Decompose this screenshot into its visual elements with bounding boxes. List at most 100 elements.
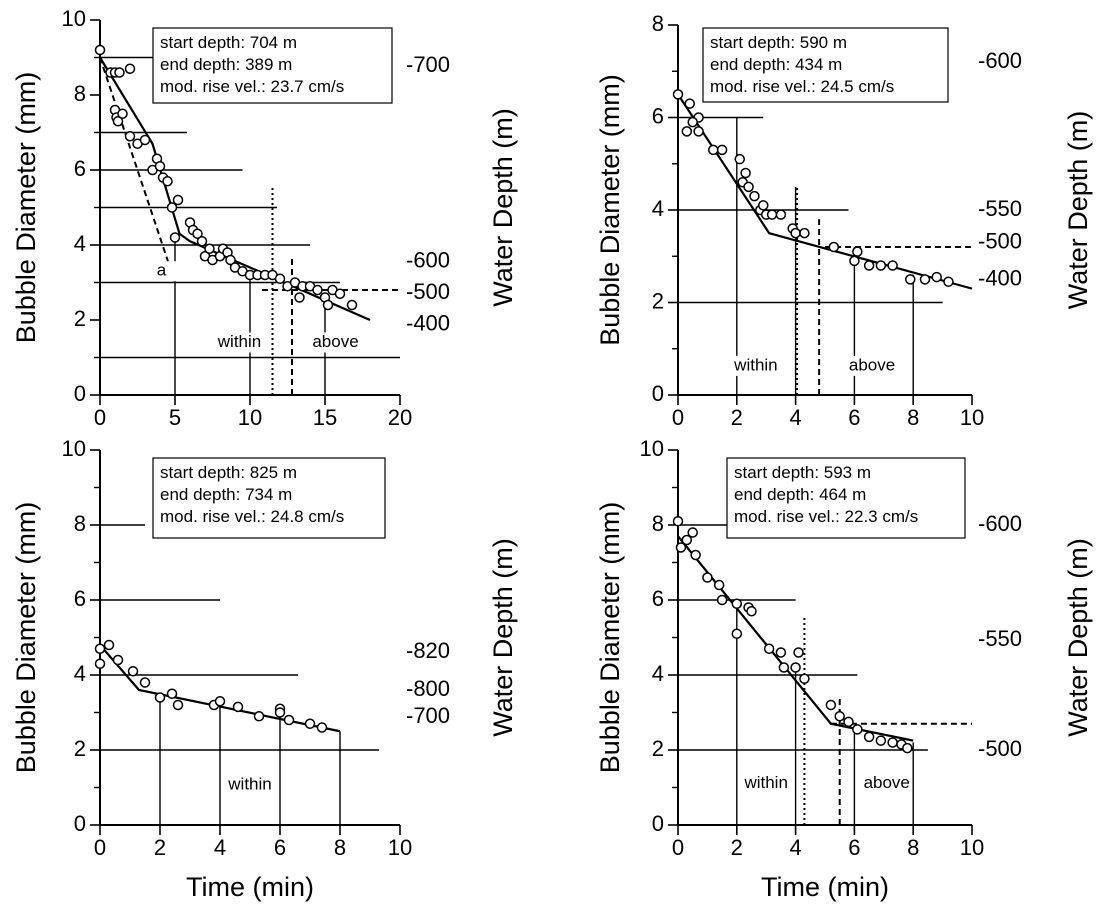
label-bg bbox=[731, 355, 780, 376]
data-point bbox=[690, 549, 701, 561]
info-text: start depth: 704 m bbox=[160, 33, 297, 52]
y2-tick-label: -700 bbox=[406, 52, 450, 77]
data-point bbox=[154, 692, 166, 703]
data-point bbox=[154, 161, 166, 172]
region-label: within bbox=[227, 774, 271, 793]
data-point bbox=[114, 67, 125, 78]
info-box bbox=[152, 457, 386, 539]
data-point bbox=[731, 598, 743, 609]
y2-tick-label: -500 bbox=[406, 279, 450, 304]
data-point bbox=[346, 299, 358, 311]
data-point bbox=[204, 243, 215, 254]
y-tick-label: 2 bbox=[74, 306, 86, 331]
y2-tick-label: -500 bbox=[978, 736, 1022, 761]
data-point bbox=[253, 711, 265, 722]
y2-tick-label: -800 bbox=[406, 676, 450, 701]
data-point bbox=[716, 594, 728, 606]
data-point bbox=[843, 716, 854, 728]
y-tick-label: 4 bbox=[74, 231, 86, 256]
x-tick-label: 2 bbox=[731, 835, 743, 860]
y-tick-label: 2 bbox=[652, 288, 664, 313]
data-point bbox=[825, 699, 837, 711]
info-text: end depth: 734 m bbox=[160, 485, 292, 504]
y-tick-label: 2 bbox=[652, 736, 664, 761]
x-tick-label: 10 bbox=[388, 835, 412, 860]
x-tick-label: 8 bbox=[334, 835, 346, 860]
region-label: above bbox=[849, 355, 895, 374]
data-point bbox=[887, 260, 898, 271]
data-point bbox=[943, 276, 954, 287]
region-label: above bbox=[864, 773, 910, 792]
y2-tick-label: -400 bbox=[978, 266, 1022, 291]
data-point bbox=[124, 63, 136, 74]
data-point bbox=[94, 658, 106, 669]
x-axis-label: Time (min) bbox=[761, 872, 889, 902]
data-point bbox=[863, 731, 875, 743]
y2-tick-label: -500 bbox=[978, 229, 1022, 254]
region-label: within bbox=[743, 773, 787, 792]
data-point bbox=[834, 711, 845, 722]
y-tick-label: 8 bbox=[74, 511, 86, 536]
data-point bbox=[828, 241, 840, 253]
data-point bbox=[274, 707, 286, 718]
data-point bbox=[117, 108, 128, 119]
data-point bbox=[713, 579, 725, 591]
info-text: mod. rise vel.: 24.8 cm/s bbox=[160, 507, 344, 526]
x-tick-label: 4 bbox=[789, 835, 801, 860]
info-text: mod. rise vel.: 22.3 cm/s bbox=[734, 507, 918, 526]
x-axis-label: Time (min) bbox=[186, 872, 314, 902]
y-axis-label: Bubble Diameter (mm) bbox=[11, 502, 41, 774]
info-text: end depth: 434 m bbox=[710, 55, 842, 74]
info-text: mod. rise vel.: 23.7 cm/s bbox=[160, 77, 344, 96]
y2-tick-label: -550 bbox=[978, 196, 1022, 221]
y-axis-label: Bubble Diameter (mm) bbox=[595, 74, 625, 346]
x-tick-label: 6 bbox=[274, 835, 286, 860]
data-point bbox=[931, 271, 942, 283]
data-point bbox=[734, 153, 745, 165]
y-tick-label: 0 bbox=[74, 381, 86, 406]
info-text: end depth: 389 m bbox=[160, 55, 292, 74]
data-point bbox=[775, 647, 787, 658]
y-tick-label: 6 bbox=[74, 586, 86, 611]
region-label: within bbox=[733, 355, 777, 374]
x-tick-label: 10 bbox=[960, 835, 984, 860]
data-point bbox=[740, 167, 751, 179]
data-point bbox=[675, 542, 687, 553]
y2-axis-label: Water Depth (m) bbox=[488, 538, 518, 737]
data-point bbox=[681, 534, 693, 546]
data-point bbox=[852, 724, 863, 735]
info-text: start depth: 825 m bbox=[160, 463, 297, 482]
data-point bbox=[672, 516, 684, 527]
x-tick-label: 8 bbox=[907, 835, 919, 860]
y-tick-label: 6 bbox=[652, 103, 664, 128]
data-point bbox=[793, 647, 804, 658]
data-point bbox=[672, 89, 684, 100]
y-tick-label: 8 bbox=[652, 511, 664, 536]
data-point bbox=[172, 699, 184, 711]
x-tick-label: 6 bbox=[848, 405, 860, 430]
model-line bbox=[99, 56, 371, 322]
data-point bbox=[687, 116, 698, 128]
data-point bbox=[196, 236, 208, 247]
y-tick-label: 8 bbox=[652, 11, 664, 36]
data-point bbox=[905, 274, 916, 285]
data-point bbox=[166, 688, 178, 699]
data-point bbox=[799, 227, 810, 239]
y-tick-label: 6 bbox=[652, 586, 664, 611]
info-text: mod. rise vel.: 24.5 cm/s bbox=[710, 77, 894, 96]
info-box bbox=[152, 27, 393, 104]
y-tick-label: 10 bbox=[62, 436, 86, 461]
data-point bbox=[875, 735, 887, 746]
data-point bbox=[112, 116, 124, 127]
data-point bbox=[687, 527, 698, 538]
region-label: a bbox=[157, 261, 167, 280]
x-tick-label: 6 bbox=[848, 835, 860, 860]
y-axis-label: Bubble Diameter (mm) bbox=[595, 502, 625, 774]
data-point bbox=[139, 134, 151, 146]
data-point bbox=[778, 662, 790, 673]
label-bg bbox=[137, 261, 186, 282]
x-tick-label: 0 bbox=[672, 405, 684, 430]
data-point bbox=[702, 572, 713, 583]
